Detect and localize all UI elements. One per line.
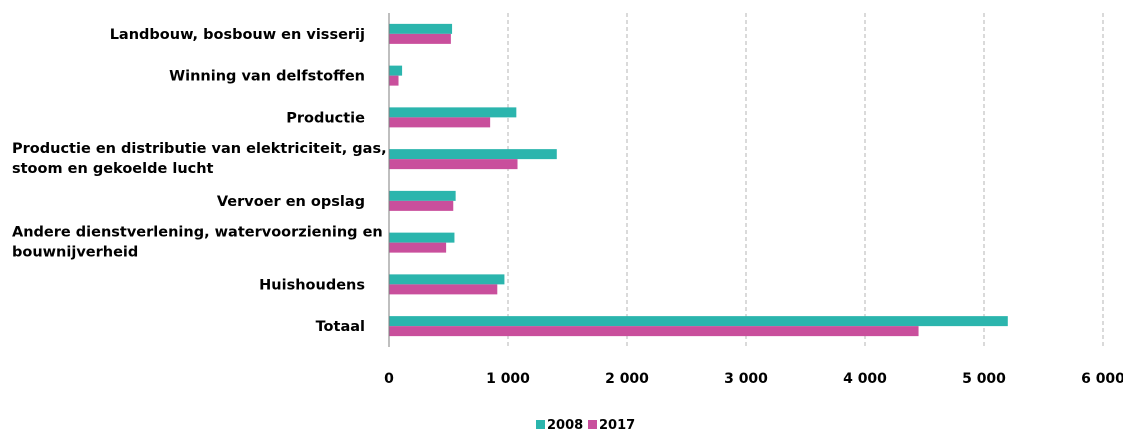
category-label: Winning van delfstoffen bbox=[169, 69, 365, 85]
legend-swatch-2008 bbox=[536, 420, 545, 429]
legend-swatch-2017 bbox=[588, 420, 597, 429]
category-label: Landbouw, bosbouw en visserij bbox=[110, 27, 365, 43]
x-tick-label: 6 000 bbox=[1081, 371, 1123, 387]
bar-2008 bbox=[389, 274, 505, 285]
x-tick-label: 1 000 bbox=[486, 371, 530, 387]
bar-2017 bbox=[389, 159, 518, 170]
x-tick-label: 3 000 bbox=[724, 371, 768, 387]
bar-2017 bbox=[389, 75, 399, 86]
bar-2017 bbox=[389, 326, 919, 337]
bar-2008 bbox=[389, 316, 1008, 327]
bar-2008 bbox=[389, 190, 456, 201]
category-label: bouwnijverheid bbox=[12, 245, 138, 261]
bar-2008 bbox=[389, 149, 557, 160]
bar-2017 bbox=[389, 33, 451, 44]
grid-layer bbox=[507, 13, 1104, 347]
bar-2017 bbox=[389, 117, 491, 128]
bar-2017 bbox=[389, 242, 447, 253]
bar-layer bbox=[389, 23, 1008, 337]
legend: 2008 2017 bbox=[536, 418, 635, 433]
label-layer: Landbouw, bosbouw en visserij Winning van… bbox=[12, 27, 387, 335]
axis-layer: 0 1 000 2 000 3 000 4 000 5 000 6 000 bbox=[384, 13, 1123, 387]
bar-2008 bbox=[389, 232, 455, 243]
bar-2017 bbox=[389, 200, 454, 211]
category-label: Productie en distributie van elektricite… bbox=[12, 141, 387, 157]
x-tick-label: 2 000 bbox=[605, 371, 649, 387]
category-label: Productie bbox=[286, 110, 365, 126]
x-tick-label: 0 bbox=[384, 371, 394, 387]
category-label: stoom en gekoelde lucht bbox=[12, 161, 214, 177]
x-tick-label: 4 000 bbox=[843, 371, 887, 387]
bar-2008 bbox=[389, 107, 517, 118]
category-label: Andere dienstverlening, watervoorziening… bbox=[12, 225, 383, 241]
legend-label-2017: 2017 bbox=[599, 418, 635, 433]
bar-2017 bbox=[389, 284, 498, 295]
x-tick-label: 5 000 bbox=[962, 371, 1006, 387]
category-label: Huishoudens bbox=[259, 277, 365, 293]
bar-2008 bbox=[389, 23, 453, 34]
bar-2008 bbox=[389, 65, 403, 76]
legend-label-2008: 2008 bbox=[547, 418, 583, 433]
category-label: Totaal bbox=[316, 319, 365, 335]
category-label: Vervoer en opslag bbox=[217, 194, 365, 210]
